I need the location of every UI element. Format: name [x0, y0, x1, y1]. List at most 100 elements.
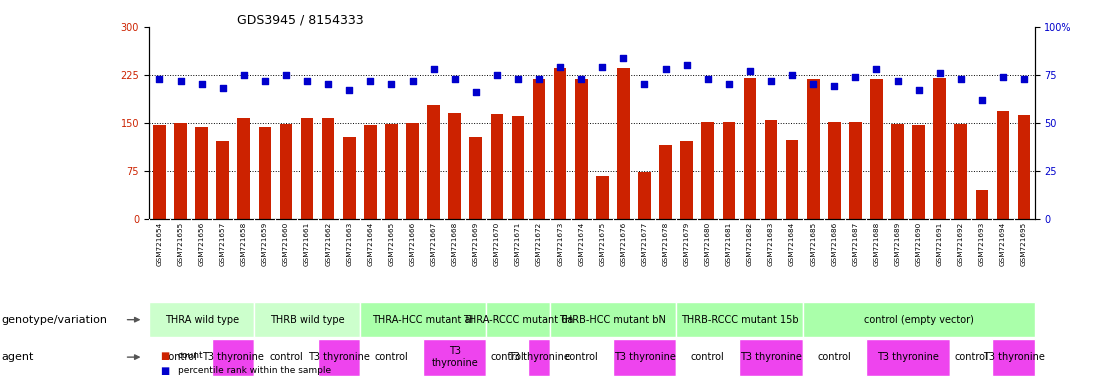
- Point: [931, 70, 949, 76]
- Text: T3 thyronine: T3 thyronine: [308, 352, 370, 362]
- Point: [973, 97, 990, 103]
- Text: control: control: [269, 352, 303, 362]
- Text: GSM721661: GSM721661: [304, 221, 310, 266]
- Point: [383, 81, 400, 88]
- Text: control: control: [954, 352, 988, 362]
- Point: [825, 83, 843, 89]
- Bar: [512, 116, 524, 219]
- Text: GSM721666: GSM721666: [409, 221, 416, 266]
- Bar: [807, 79, 820, 219]
- Text: GSM721667: GSM721667: [430, 221, 437, 266]
- Bar: [491, 114, 503, 219]
- Bar: [870, 79, 882, 219]
- Text: GSM721692: GSM721692: [957, 221, 964, 266]
- Bar: [385, 124, 398, 219]
- Text: GDS3945 / 8154333: GDS3945 / 8154333: [237, 13, 364, 26]
- Text: control: control: [491, 352, 524, 362]
- Text: GSM721674: GSM721674: [578, 221, 585, 266]
- Bar: [212, 339, 255, 376]
- Text: GSM721665: GSM721665: [388, 221, 395, 266]
- Text: T3
thyronine: T3 thyronine: [431, 346, 478, 368]
- Text: control: control: [690, 352, 725, 362]
- Point: [151, 76, 169, 82]
- Text: GSM721671: GSM721671: [515, 221, 521, 266]
- Bar: [575, 79, 588, 219]
- Bar: [470, 137, 482, 219]
- Point: [172, 78, 190, 84]
- Bar: [764, 120, 778, 219]
- Bar: [702, 122, 714, 219]
- Text: count: count: [178, 351, 203, 361]
- Point: [846, 74, 864, 80]
- Bar: [613, 339, 676, 376]
- Bar: [660, 145, 672, 219]
- Text: THRA wild type: THRA wild type: [164, 314, 238, 325]
- Text: GSM721655: GSM721655: [178, 221, 183, 266]
- Text: GSM721686: GSM721686: [832, 221, 837, 266]
- Text: GSM721695: GSM721695: [1021, 221, 1027, 266]
- Point: [214, 85, 232, 91]
- Bar: [301, 118, 313, 219]
- Text: control: control: [163, 352, 197, 362]
- Bar: [427, 105, 440, 219]
- Point: [762, 78, 780, 84]
- Bar: [322, 118, 334, 219]
- Text: GSM721682: GSM721682: [747, 221, 753, 266]
- Text: GSM721673: GSM721673: [557, 221, 564, 266]
- Text: THRB wild type: THRB wild type: [270, 314, 344, 325]
- Text: T3 thyronine: T3 thyronine: [613, 352, 675, 362]
- Point: [699, 76, 717, 82]
- Bar: [891, 124, 903, 219]
- Bar: [364, 125, 376, 219]
- Bar: [951, 339, 993, 376]
- Bar: [406, 123, 419, 219]
- Point: [804, 81, 822, 88]
- Text: ■: ■: [160, 366, 169, 376]
- Bar: [255, 302, 360, 337]
- Text: T3 thyronine: T3 thyronine: [508, 352, 570, 362]
- Bar: [255, 339, 318, 376]
- Text: GSM721662: GSM721662: [325, 221, 331, 266]
- Point: [868, 66, 886, 72]
- Text: T3 thyronine: T3 thyronine: [202, 352, 265, 362]
- Text: T3 thyronine: T3 thyronine: [983, 352, 1045, 362]
- Text: GSM721676: GSM721676: [620, 221, 627, 266]
- Point: [298, 78, 315, 84]
- Bar: [448, 113, 461, 219]
- Point: [277, 72, 295, 78]
- Point: [404, 78, 421, 84]
- Bar: [549, 302, 676, 337]
- Point: [1015, 76, 1032, 82]
- Bar: [676, 339, 739, 376]
- Point: [889, 78, 907, 84]
- Bar: [676, 302, 803, 337]
- Point: [235, 72, 253, 78]
- Point: [425, 66, 442, 72]
- Point: [193, 81, 211, 88]
- Text: GSM721663: GSM721663: [346, 221, 352, 266]
- Bar: [195, 127, 208, 219]
- Text: THRA-HCC mutant al: THRA-HCC mutant al: [373, 314, 473, 325]
- Point: [635, 81, 653, 88]
- Point: [362, 78, 379, 84]
- Text: agent: agent: [1, 352, 33, 362]
- Text: T3 thyronine: T3 thyronine: [740, 352, 802, 362]
- Bar: [617, 68, 630, 219]
- Text: GSM721687: GSM721687: [853, 221, 858, 266]
- Text: GSM721656: GSM721656: [199, 221, 205, 266]
- Text: GSM721654: GSM721654: [157, 221, 162, 266]
- Point: [741, 68, 759, 74]
- Text: GSM721669: GSM721669: [473, 221, 479, 266]
- Text: control: control: [565, 352, 598, 362]
- Point: [678, 62, 696, 68]
- Text: GSM721672: GSM721672: [536, 221, 542, 266]
- Bar: [343, 137, 355, 219]
- Point: [614, 55, 632, 61]
- Point: [952, 76, 970, 82]
- Point: [510, 76, 527, 82]
- Bar: [828, 122, 840, 219]
- Text: control (empty vector): control (empty vector): [864, 314, 974, 325]
- Bar: [803, 302, 1035, 337]
- Point: [910, 87, 928, 93]
- Bar: [424, 339, 486, 376]
